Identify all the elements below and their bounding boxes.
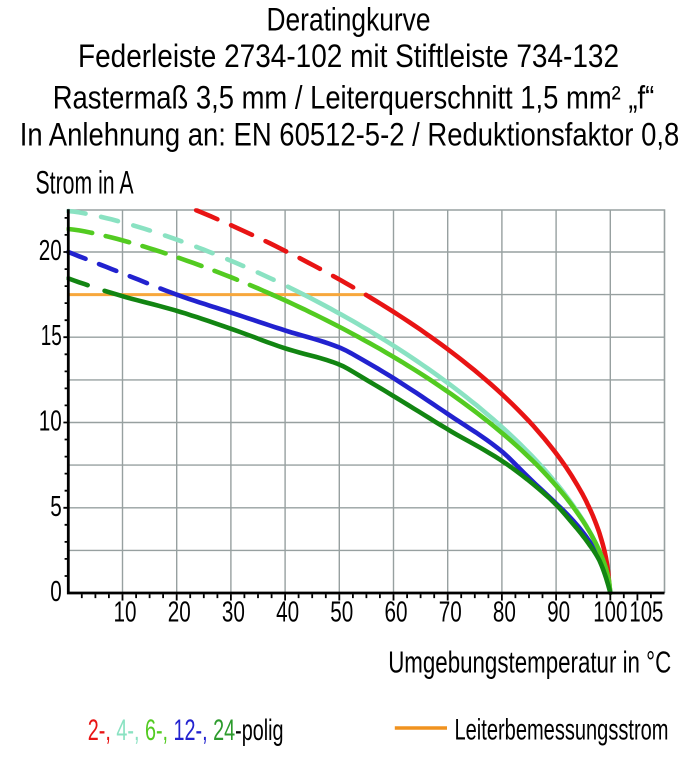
svg-text:0: 0 [50,576,62,608]
svg-text:10: 10 [39,406,62,438]
svg-text:Deratingkurve: Deratingkurve [267,1,431,37]
svg-text:20: 20 [168,596,191,628]
svg-text:Umgebungstemperatur in °C: Umgebungstemperatur in °C [388,645,671,680]
svg-text:40: 40 [276,596,299,628]
svg-text:100: 100 [593,596,627,628]
svg-text:20: 20 [39,235,62,267]
svg-text:70: 70 [439,596,462,628]
svg-text:Rastermaß 3,5 mm / Leiterquers: Rastermaß 3,5 mm / Leiterquerschnitt 1,5… [53,79,655,115]
svg-text:60: 60 [385,596,408,628]
svg-text:30: 30 [222,596,245,628]
svg-text:90: 90 [547,596,570,628]
svg-text:5: 5 [50,491,62,523]
svg-text:In Anlehnung an: EN 60512-5-2: In Anlehnung an: EN 60512-5-2 / Reduktio… [20,116,680,152]
svg-text:105: 105 [629,596,663,628]
svg-text:10: 10 [114,596,137,628]
svg-text:80: 80 [493,596,516,628]
svg-text:Leiterbemessungsstrom: Leiterbemessungsstrom [455,714,669,747]
svg-text:15: 15 [41,320,62,352]
svg-text:Federleiste 2734-102 mit Stift: Federleiste 2734-102 mit Stiftleiste 734… [78,38,619,74]
svg-text:50: 50 [330,596,353,628]
svg-text:2-, 4-, 6-, 12-, 24-polig: 2-, 4-, 6-, 12-, 24-polig [88,714,284,747]
svg-text:Strom in A: Strom in A [36,164,134,200]
